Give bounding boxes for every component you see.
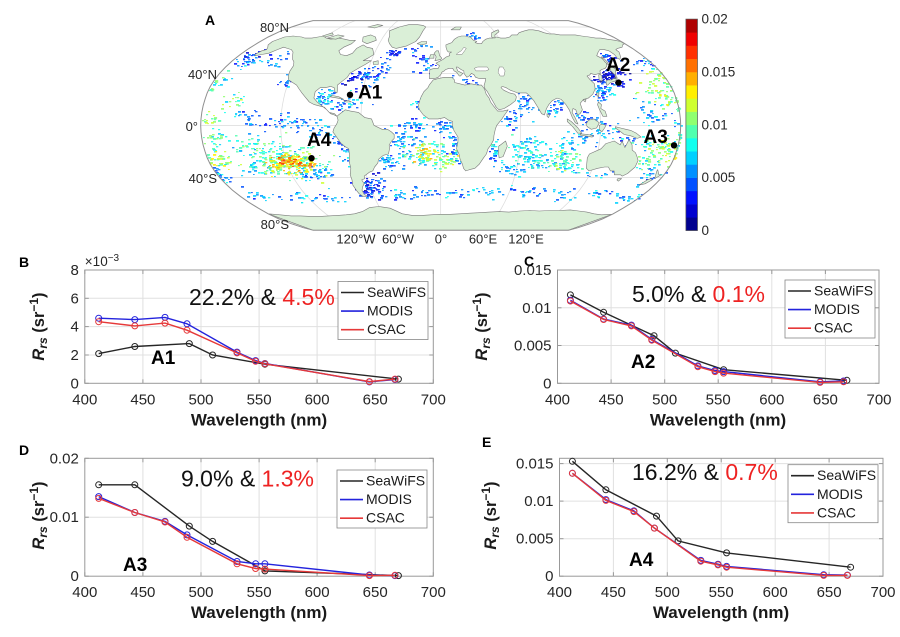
svg-text:8: 8: [70, 262, 78, 279]
svg-text:6: 6: [70, 290, 78, 307]
svg-text:Rrs (sr−1): Rrs (sr−1): [27, 481, 50, 549]
svg-text:0.01: 0.01: [702, 117, 728, 132]
svg-text:600: 600: [759, 391, 784, 408]
svg-text:500: 500: [188, 391, 213, 408]
svg-text:A4: A4: [629, 550, 654, 571]
svg-text:Rrs (sr−1): Rrs (sr−1): [479, 481, 502, 549]
svg-text:A1: A1: [151, 348, 176, 369]
svg-text:5.0% & 0.1%: 5.0% & 0.1%: [632, 281, 765, 307]
svg-text:550: 550: [247, 584, 272, 601]
svg-text:SeaWiFS: SeaWiFS: [366, 473, 425, 489]
svg-text:0.02: 0.02: [702, 12, 728, 27]
svg-text:CSAC: CSAC: [814, 320, 853, 336]
svg-text:A4: A4: [307, 130, 332, 151]
svg-text:500: 500: [652, 391, 677, 408]
svg-text:Rrs (sr−1): Rrs (sr−1): [470, 292, 493, 360]
svg-text:120°E: 120°E: [508, 232, 544, 247]
svg-text:A3: A3: [123, 555, 147, 576]
svg-text:80°S: 80°S: [261, 217, 290, 232]
svg-text:60°E: 60°E: [469, 232, 498, 247]
svg-text:650: 650: [813, 391, 838, 408]
svg-text:22.2% & 4.5%: 22.2% & 4.5%: [189, 284, 335, 310]
svg-text:MODIS: MODIS: [367, 303, 413, 319]
svg-text:650: 650: [363, 584, 388, 601]
svg-text:MODIS: MODIS: [817, 486, 863, 502]
svg-text:D: D: [19, 442, 29, 458]
svg-text:400: 400: [547, 584, 572, 601]
svg-text:400: 400: [72, 391, 97, 408]
svg-text:SeaWiFS: SeaWiFS: [817, 467, 876, 483]
svg-text:Wavelength (nm): Wavelength (nm): [191, 603, 327, 622]
svg-text:Wavelength (nm): Wavelength (nm): [191, 410, 327, 429]
svg-text:0.005: 0.005: [514, 338, 552, 355]
svg-text:0°: 0°: [435, 232, 447, 247]
svg-text:80°N: 80°N: [260, 20, 289, 35]
svg-text:0: 0: [702, 223, 710, 238]
svg-text:400: 400: [545, 391, 570, 408]
svg-text:700: 700: [866, 391, 891, 408]
svg-text:A2: A2: [631, 352, 655, 373]
svg-text:700: 700: [870, 584, 895, 601]
svg-text:600: 600: [763, 584, 788, 601]
svg-text:700: 700: [421, 391, 446, 408]
svg-text:CSAC: CSAC: [817, 504, 856, 520]
svg-text:120°W: 120°W: [336, 232, 376, 247]
svg-text:40°N: 40°N: [188, 67, 217, 82]
svg-text:450: 450: [130, 391, 155, 408]
svg-text:4: 4: [70, 319, 78, 336]
svg-text:CSAC: CSAC: [367, 321, 406, 337]
svg-text:CSAC: CSAC: [366, 510, 405, 526]
svg-text:0.015: 0.015: [514, 262, 552, 279]
svg-text:450: 450: [599, 391, 624, 408]
svg-text:SeaWiFS: SeaWiFS: [367, 284, 426, 300]
svg-text:SeaWiFS: SeaWiFS: [814, 283, 873, 299]
svg-text:0.01: 0.01: [50, 509, 79, 526]
svg-text:0: 0: [70, 568, 78, 585]
svg-text:0°: 0°: [186, 119, 198, 134]
svg-text:0.01: 0.01: [524, 493, 553, 510]
svg-text:0.005: 0.005: [516, 531, 554, 548]
svg-text:Wavelength (nm): Wavelength (nm): [653, 603, 789, 622]
svg-text:16.2% & 0.7%: 16.2% & 0.7%: [632, 459, 778, 485]
svg-text:9.0% & 1.3%: 9.0% & 1.3%: [181, 466, 314, 492]
svg-text:650: 650: [817, 584, 842, 601]
svg-text:A1: A1: [358, 82, 383, 103]
svg-text:60°W: 60°W: [382, 232, 415, 247]
svg-text:2: 2: [70, 347, 78, 364]
svg-text:40°S: 40°S: [189, 171, 218, 186]
svg-text:550: 550: [247, 391, 272, 408]
svg-text:A: A: [205, 12, 215, 28]
svg-text:600: 600: [305, 391, 330, 408]
svg-text:500: 500: [188, 584, 213, 601]
svg-text:0: 0: [545, 568, 553, 585]
svg-text:0.015: 0.015: [516, 456, 554, 473]
svg-text:Wavelength (nm): Wavelength (nm): [650, 410, 786, 429]
svg-text:C: C: [524, 253, 534, 269]
svg-text:B: B: [19, 254, 29, 270]
svg-text:500: 500: [655, 584, 680, 601]
svg-text:0.005: 0.005: [702, 170, 736, 185]
svg-text:0: 0: [70, 375, 78, 392]
svg-text:A3: A3: [644, 127, 668, 148]
svg-text:450: 450: [601, 584, 626, 601]
svg-text:MODIS: MODIS: [366, 491, 412, 507]
svg-text:E: E: [482, 434, 491, 450]
svg-text:0: 0: [543, 375, 551, 392]
svg-text:550: 550: [706, 391, 731, 408]
svg-text:Rrs (sr−1): Rrs (sr−1): [27, 292, 50, 360]
svg-text:650: 650: [363, 391, 388, 408]
svg-text:600: 600: [305, 584, 330, 601]
svg-text:450: 450: [130, 584, 155, 601]
svg-text:MODIS: MODIS: [814, 301, 860, 317]
svg-text:400: 400: [72, 584, 97, 601]
svg-text:550: 550: [709, 584, 734, 601]
svg-text:0.01: 0.01: [522, 300, 551, 317]
svg-text:0.02: 0.02: [50, 450, 79, 467]
svg-text:0.015: 0.015: [702, 65, 736, 80]
svg-text:700: 700: [421, 584, 446, 601]
svg-text:A2: A2: [606, 55, 630, 76]
